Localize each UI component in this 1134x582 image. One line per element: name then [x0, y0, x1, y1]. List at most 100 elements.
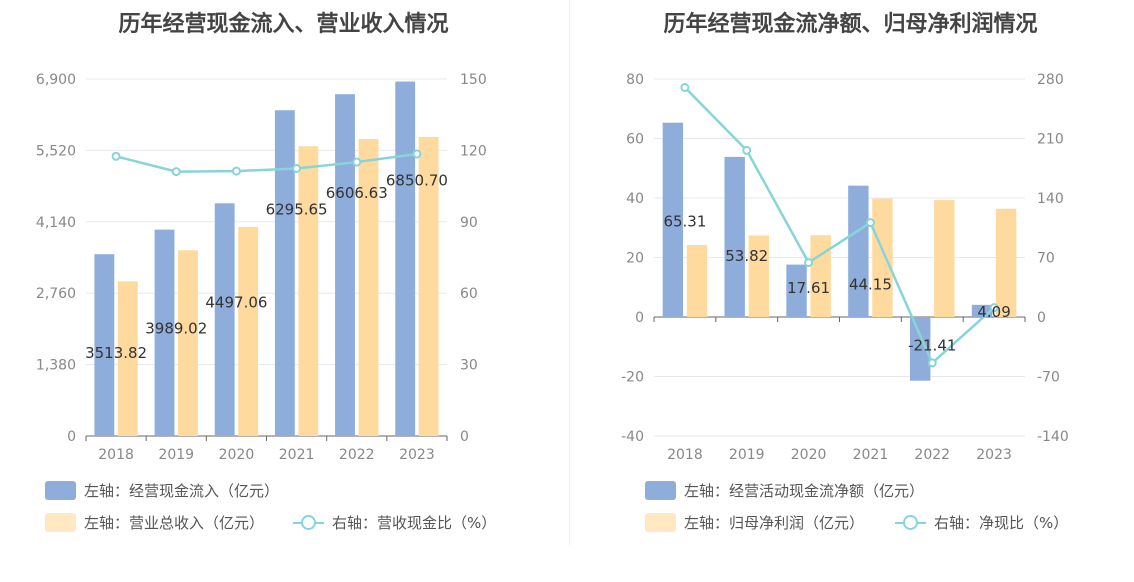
x-tick-label: 2019	[729, 447, 765, 463]
net-cash-flow-chart: -40 -20 0 20 40 60 80 -140 -70 0 70 140 210 280 2018 20…	[621, 72, 1069, 463]
y-right-tick-label: 210	[1037, 132, 1064, 148]
data-label: 53.82	[725, 247, 768, 265]
data-label: 17.61	[787, 279, 830, 297]
y-right-tick-label: 70	[1037, 251, 1055, 267]
x-tick-label: 2022	[339, 447, 375, 463]
y-left-tick-label: 6,900	[36, 72, 76, 88]
bar	[995, 208, 1017, 317]
panel-divider	[569, 0, 570, 545]
x-tick-label: 2018	[667, 447, 703, 463]
x-tick-label: 2023	[399, 447, 435, 463]
legend-swatch-bar	[645, 481, 676, 500]
bar	[335, 94, 355, 436]
legend-item-net-operating-cash[interactable]: 左轴：经营活动现金流净额（亿元）	[645, 480, 924, 501]
legend-item-net-cash-ratio[interactable]: 右轴：净现比（%）	[895, 512, 1068, 533]
line-point	[292, 163, 302, 173]
x-tick-label: 2020	[791, 447, 827, 463]
legend-label: 右轴：营收现金比（%）	[332, 514, 497, 532]
line-point	[927, 358, 937, 368]
chart-title: 历年经营现金流净额、归母净利润情况	[663, 12, 1038, 37]
line-point	[680, 83, 690, 92]
bar	[909, 317, 931, 381]
y-right-tick-label: -70	[1037, 370, 1060, 386]
x-tick-label: 2019	[158, 447, 194, 463]
legend-label: 左轴：营业总收入（亿元）	[84, 514, 265, 532]
y-left-tick-label: 80	[626, 72, 644, 88]
x-tick-label: 2020	[219, 447, 255, 463]
y-right-tick-label: -140	[1037, 429, 1069, 445]
bar	[848, 185, 869, 317]
bar	[154, 229, 175, 436]
data-label: 3989.02	[145, 320, 207, 338]
legend-item-revenue[interactable]: 左轴：营业总收入（亿元）	[45, 512, 264, 533]
line-point	[111, 151, 121, 161]
legend-item-cash-inflow[interactable]: 左轴：经营现金流入（亿元）	[45, 480, 279, 501]
legend-swatch-line	[293, 513, 324, 532]
x-tick-label: 2023	[976, 447, 1012, 463]
data-label: -21.41	[908, 337, 956, 355]
y-left-tick-label: 5,520	[36, 143, 76, 159]
data-label: 65.31	[663, 213, 706, 231]
bar	[358, 139, 379, 436]
line-point	[742, 145, 752, 155]
cash-inflow-chart: 0 1,380 2,760 4,140 5,520 6,900 0 30 60 90 120 150 2…	[36, 72, 487, 463]
line-point	[352, 157, 362, 167]
series-line	[115, 152, 418, 173]
legend-swatch-bar	[45, 481, 76, 500]
bar	[298, 146, 319, 436]
bar	[786, 264, 807, 317]
y-left-tick-label: 0	[67, 429, 76, 445]
y-left-tick-label: -40	[621, 429, 644, 445]
y-left-tick-label: 20	[626, 251, 644, 267]
bar	[686, 245, 708, 317]
bar	[178, 250, 198, 436]
y-left-tick-label: 0	[635, 310, 644, 326]
y-right-tick-label: 90	[460, 215, 478, 231]
y-right-tick-label: 30	[460, 358, 478, 374]
y-right-tick-label: 120	[460, 143, 487, 159]
bar	[117, 281, 138, 436]
legend-label: 右轴：净现比（%）	[934, 514, 1069, 532]
bar	[748, 235, 770, 317]
legend-item-net-profit[interactable]: 左轴：归母净利润（亿元）	[645, 512, 864, 533]
y-right-tick-label: 0	[460, 429, 469, 445]
y-left-tick-label: 2,760	[36, 286, 76, 302]
line-point	[865, 218, 875, 228]
data-label: 6850.70	[386, 172, 448, 190]
y-left-tick-label: 4,140	[36, 215, 76, 231]
x-tick-label: 2021	[279, 447, 315, 463]
y-left-tick-label: 40	[626, 191, 644, 207]
y-right-tick-label: 140	[1037, 191, 1064, 207]
legend-swatch-line	[895, 513, 926, 532]
series-line	[684, 86, 995, 365]
x-tick-label: 2018	[98, 447, 134, 463]
chart-panel-cash-inflow: 历年经营现金流入、营业收入情况 0 1,380 2,760 4,140 5,520 6,9…	[36, 12, 496, 533]
legend-label: 左轴：经营活动现金流净额（亿元）	[684, 482, 925, 500]
bar	[94, 254, 115, 436]
data-label: 44.15	[849, 276, 892, 294]
line-point	[804, 258, 814, 268]
line-point	[412, 149, 422, 159]
line-point	[171, 167, 181, 177]
bar	[810, 235, 831, 317]
bar	[274, 110, 295, 436]
x-tick-label: 2021	[853, 447, 889, 463]
data-label: 4.09	[977, 303, 1010, 321]
data-label: 6606.63	[326, 184, 388, 202]
y-left-tick-label: 60	[626, 132, 644, 148]
bar	[724, 156, 745, 317]
legend-item-cash-revenue-ratio[interactable]: 右轴：营收现金比（%）	[293, 512, 496, 533]
data-label: 3513.82	[85, 344, 147, 362]
y-right-tick-label: 150	[460, 72, 487, 88]
line-point	[989, 303, 999, 313]
y-left-tick-label: 1,380	[36, 358, 76, 374]
data-label: 6295.65	[266, 200, 328, 218]
bar	[395, 81, 416, 437]
y-right-tick-label: 280	[1037, 72, 1064, 88]
legend-swatch-bar	[45, 513, 76, 532]
bar	[214, 203, 235, 436]
data-label: 4497.06	[205, 293, 267, 311]
legend-swatch-bar	[645, 513, 676, 532]
line-point	[231, 166, 241, 176]
bar	[418, 136, 439, 437]
